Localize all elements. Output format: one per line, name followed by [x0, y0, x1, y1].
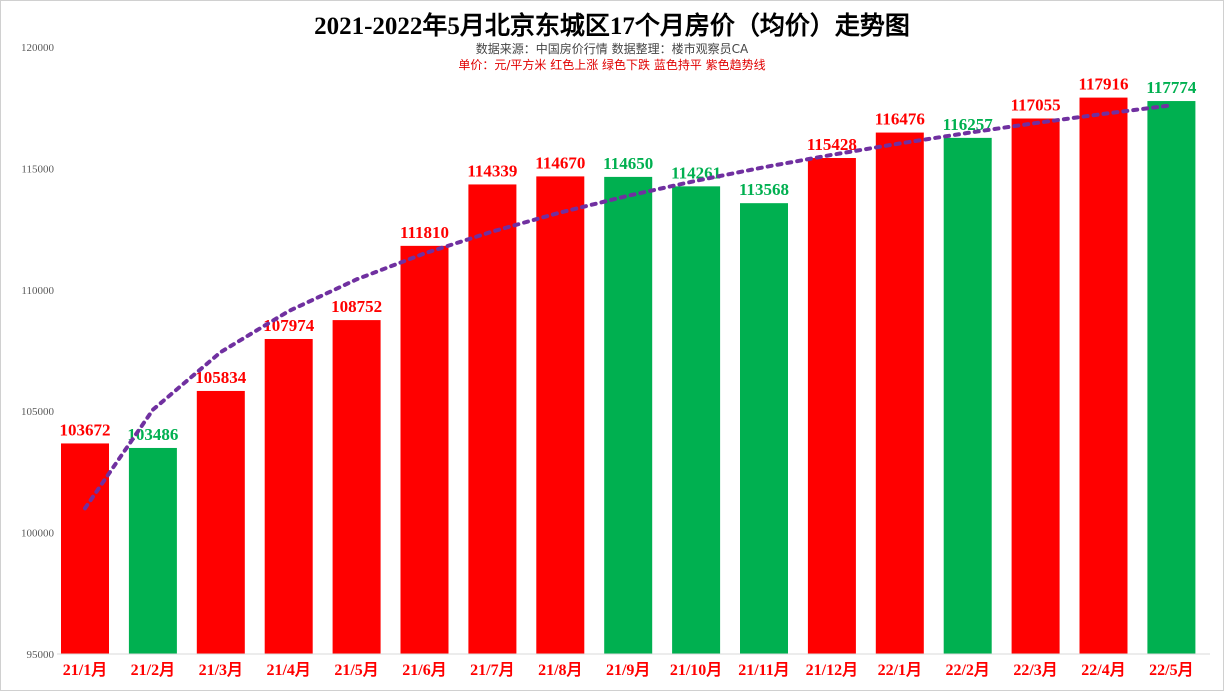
data-label: 115428	[807, 135, 857, 154]
x-tick-label: 21/12月	[806, 661, 858, 679]
y-tick-label: 120000	[21, 42, 55, 54]
x-tick-label: 21/3月	[199, 661, 243, 679]
data-label: 117774	[1146, 78, 1197, 97]
bar	[672, 186, 721, 654]
data-label: 114339	[467, 161, 517, 180]
bar	[740, 203, 788, 655]
data-label: 116476	[875, 110, 925, 129]
x-tick-label: 22/1月	[878, 661, 922, 679]
bar	[807, 158, 856, 654]
bar	[61, 443, 109, 654]
bar	[264, 338, 313, 654]
bar	[536, 176, 585, 654]
chart-legend-note: 单价：元/平方米 红色上涨 绿色下跌 蓝色持平 紫色趋势线	[458, 58, 766, 72]
x-tick-label: 21/2月	[131, 661, 175, 679]
data-label: 113568	[739, 180, 789, 199]
x-tick-label: 22/4月	[1081, 661, 1125, 679]
data-label: 114670	[535, 153, 585, 172]
x-tick-label: 21/11月	[738, 661, 790, 679]
bar	[1079, 97, 1128, 655]
data-label: 116257	[943, 115, 994, 134]
data-label: 111810	[400, 223, 449, 242]
bar	[1011, 118, 1060, 655]
data-label: 117916	[1078, 75, 1128, 94]
trend-line	[83, 103, 1174, 511]
bar	[604, 176, 653, 654]
data-label: 107974	[263, 316, 315, 335]
y-tick-label: 95000	[27, 649, 55, 661]
bar	[332, 320, 381, 654]
data-label: 114650	[603, 154, 653, 173]
data-label: 105834	[195, 368, 247, 387]
y-tick-label: 115000	[21, 163, 54, 175]
x-tick-label: 22/3月	[1013, 661, 1057, 679]
bar	[196, 390, 245, 654]
x-tick-label: 21/8月	[538, 661, 582, 679]
bar	[468, 184, 517, 654]
y-tick-label: 100000	[21, 528, 55, 540]
bar	[943, 137, 992, 655]
bar	[875, 132, 924, 654]
data-label: 114261	[671, 163, 721, 182]
x-tick-label: 21/10月	[670, 661, 722, 679]
x-tick-label: 21/9月	[606, 661, 650, 679]
x-tick-label: 22/2月	[945, 661, 989, 679]
data-label: 117055	[1011, 96, 1061, 115]
data-label: 103672	[60, 420, 111, 439]
bar	[128, 447, 177, 654]
x-tick-label: 21/7月	[470, 661, 514, 679]
bar	[400, 245, 449, 654]
y-tick-label: 105000	[21, 406, 55, 418]
x-tick-label: 21/5月	[334, 661, 378, 679]
data-label: 103486	[127, 425, 178, 444]
data-label: 108752	[331, 297, 382, 316]
y-tick-label: 110000	[21, 285, 54, 297]
chart-title: 2021-2022年5月北京东城区17个月房价（均价）走势图	[314, 13, 910, 40]
bar	[1147, 101, 1196, 654]
x-tick-label: 21/4月	[266, 661, 310, 679]
x-tick-label: 22/5月	[1149, 661, 1193, 679]
x-tick-label: 21/1月	[63, 661, 107, 679]
x-tick-label: 21/6月	[402, 661, 446, 679]
chart-source: 数据来源：中国房价行情 数据整理：楼市观察员CA	[475, 42, 749, 56]
